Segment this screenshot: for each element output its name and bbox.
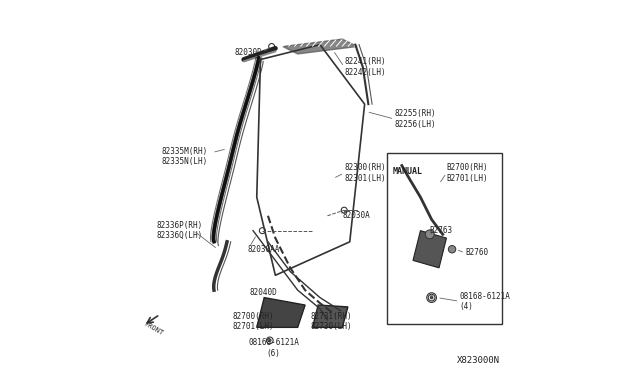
Text: R: R (430, 295, 433, 300)
Circle shape (268, 339, 271, 342)
Circle shape (449, 246, 456, 253)
Circle shape (425, 230, 434, 239)
Text: 82255(RH)
82256(LH): 82255(RH) 82256(LH) (394, 109, 436, 129)
Text: MANUAL: MANUAL (392, 167, 422, 176)
Text: 82030D: 82030D (235, 48, 262, 57)
Text: 82241(RH)
82242(LH): 82241(RH) 82242(LH) (344, 57, 386, 77)
Text: B2763: B2763 (429, 226, 453, 235)
Text: 82030AA: 82030AA (248, 245, 280, 254)
Circle shape (429, 296, 433, 299)
Text: 82030A: 82030A (342, 211, 370, 220)
Text: 82040D: 82040D (250, 288, 277, 296)
Text: 82335M(RH)
82335N(LH): 82335M(RH) 82335N(LH) (162, 147, 208, 166)
Text: FRONT: FRONT (143, 321, 164, 337)
Bar (387, 153, 502, 324)
Text: 82300(RH)
82301(LH): 82300(RH) 82301(LH) (344, 163, 386, 183)
Polygon shape (413, 231, 447, 268)
Text: 08168-6121A
(4): 08168-6121A (4) (460, 292, 510, 311)
Text: B2700(RH)
B2701(LH): B2700(RH) B2701(LH) (447, 163, 488, 183)
Text: B2760: B2760 (465, 248, 488, 257)
Text: 82336P(RH)
82336Q(LH): 82336P(RH) 82336Q(LH) (156, 221, 203, 240)
Polygon shape (312, 305, 348, 327)
Text: 82731(RH)
82730(LH): 82731(RH) 82730(LH) (310, 312, 353, 331)
Text: X823000N: X823000N (458, 356, 500, 365)
Text: 82700(RH)
82701(LH): 82700(RH) 82701(LH) (232, 312, 274, 331)
Text: 08168-6121A
(6): 08168-6121A (6) (248, 338, 299, 357)
Polygon shape (283, 39, 357, 54)
Polygon shape (257, 298, 305, 327)
